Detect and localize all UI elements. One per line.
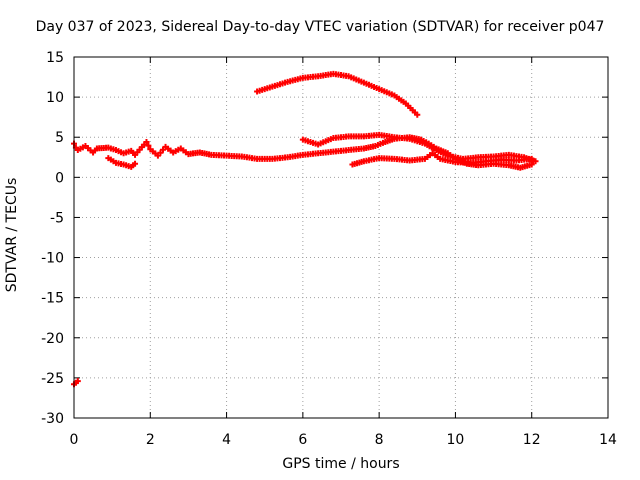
y-tick-label: 0 xyxy=(55,170,64,186)
data-point xyxy=(414,111,421,118)
data-point xyxy=(528,155,535,162)
y-tick-label: -10 xyxy=(41,251,64,267)
data-series xyxy=(71,70,539,388)
plot-frame xyxy=(73,56,609,419)
y-tick-label: -5 xyxy=(50,210,64,226)
y-tick-label: 5 xyxy=(55,130,64,146)
series-arc-mid-low xyxy=(349,150,535,168)
series-arc-detached-low xyxy=(105,155,139,170)
chart-title: Day 037 of 2023, Sidereal Day-to-day VTE… xyxy=(35,19,605,35)
series-arc-mid xyxy=(299,131,539,165)
x-tick-label: 12 xyxy=(523,432,541,448)
data-point xyxy=(532,158,539,165)
data-point xyxy=(132,160,139,167)
y-tick-label: -30 xyxy=(41,411,64,427)
x-tick-label: 4 xyxy=(222,432,231,448)
series-arc-high xyxy=(254,70,421,118)
x-tick-label: 0 xyxy=(70,432,79,448)
series-arc-main-low xyxy=(71,134,535,171)
data-point xyxy=(143,139,150,146)
y-tick-label: -20 xyxy=(41,331,64,347)
data-point xyxy=(74,378,81,385)
y-tick-label: 10 xyxy=(46,90,64,106)
x-tick-label: 14 xyxy=(599,432,617,448)
x-tick-label: 10 xyxy=(447,432,465,448)
y-tick-label: -15 xyxy=(41,291,64,307)
y-tick-label: 15 xyxy=(46,50,64,66)
axis-ticks: 0 2 4 6 8 10 12 14 -30 -25 -20 -15 -10 -5 0 5 10 15 xyxy=(41,50,617,448)
x-tick-label: 2 xyxy=(146,432,155,448)
grid-lines xyxy=(74,57,608,418)
x-tick-label: 6 xyxy=(298,432,307,448)
x-tick-label: 8 xyxy=(375,432,384,448)
series-outlier xyxy=(71,378,81,388)
y-tick-label: -25 xyxy=(41,371,64,387)
x-axis-label: GPS time / hours xyxy=(282,456,400,472)
data-point xyxy=(145,142,152,149)
